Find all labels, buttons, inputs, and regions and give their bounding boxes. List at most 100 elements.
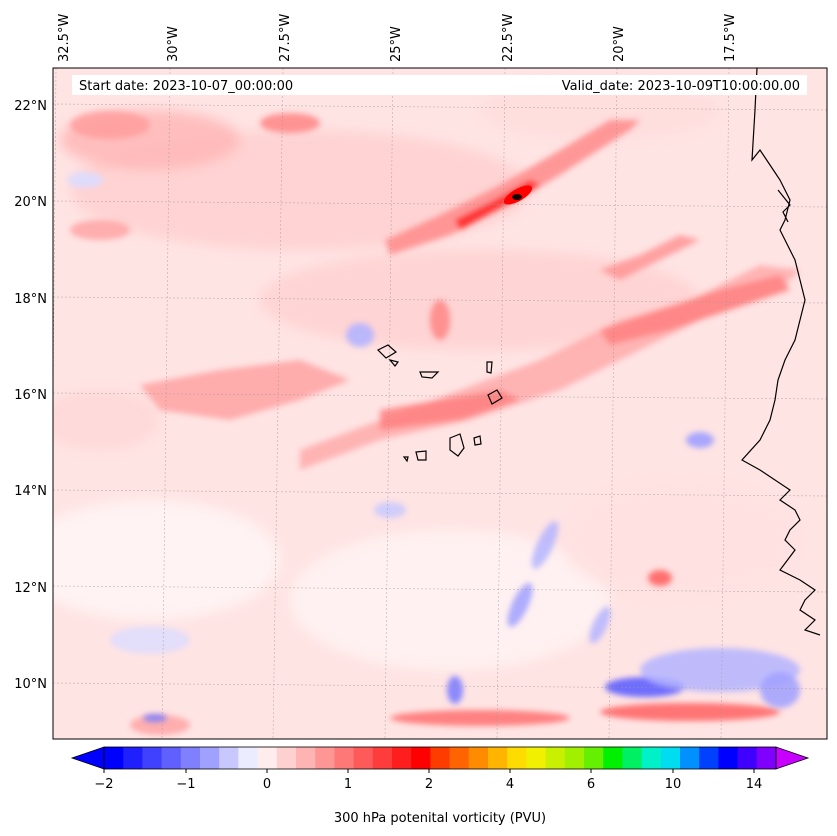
colorbar-cell — [142, 747, 163, 769]
colorbar-tick-label: 6 — [587, 777, 595, 792]
colorbar-cell — [430, 747, 451, 769]
colorbar-cell — [123, 747, 143, 769]
colorbar-label: 300 hPa potenital vorticity (PVU) — [334, 811, 546, 826]
colorbar-cell — [584, 747, 604, 769]
pv-negative-patch — [346, 323, 374, 347]
colorbar-cell — [680, 747, 700, 769]
colorbar-tick-label: 4 — [506, 777, 514, 792]
pv-negative-patch — [640, 648, 800, 692]
colorbar-cell — [641, 747, 662, 769]
colorbar-tick-label: 14 — [746, 777, 763, 792]
colorbar-cell — [219, 747, 239, 769]
colorbar-cell — [257, 747, 278, 769]
pv-blob — [560, 480, 800, 600]
pv-bands — [70, 111, 800, 735]
island — [419, 371, 440, 379]
island — [449, 433, 465, 457]
map-frame — [52, 67, 828, 740]
africa-coastline — [741, 68, 821, 636]
pv-band — [390, 710, 570, 726]
colorbar-cells — [104, 747, 777, 769]
colorbar-cell — [756, 747, 777, 769]
lat-label: 20°N — [14, 195, 47, 210]
colorbar-tick-label: 0 — [263, 777, 271, 792]
pv-negative-patch — [374, 502, 406, 518]
colorbar-cell — [449, 747, 470, 769]
colorbar-cell — [411, 747, 431, 769]
island — [388, 358, 400, 367]
lat-label: 18°N — [14, 292, 47, 307]
pv-negative-patch — [143, 714, 167, 722]
colorbar-cell — [699, 747, 719, 769]
cape-verde-islands — [376, 344, 503, 463]
colorbar-cell — [545, 747, 566, 769]
colorbar-cell — [507, 747, 527, 769]
pv-band — [430, 300, 450, 340]
colorbar-cell — [161, 747, 182, 769]
island — [376, 344, 398, 359]
pv-band — [600, 275, 790, 345]
colorbar-cell — [660, 747, 681, 769]
colorbar-cell — [200, 747, 220, 769]
colorbar-cell — [296, 747, 316, 769]
pv-maximum — [503, 185, 533, 205]
africa-coastline-detail — [777, 189, 791, 223]
colorbar-cell — [603, 747, 623, 769]
colorbar-cell — [276, 747, 297, 769]
island — [473, 435, 482, 446]
colorbar-cell — [334, 747, 355, 769]
colorbar-min-arrow — [70, 746, 105, 770]
pv-blob — [53, 390, 160, 450]
island — [486, 361, 493, 374]
lon-label: 22.5°W — [501, 14, 516, 62]
gridline — [53, 296, 827, 304]
colorbar-cell — [718, 747, 739, 769]
lon-label: 25°W — [389, 26, 404, 62]
colorbar-frame — [103, 746, 777, 770]
pv-negative-patch — [507, 582, 533, 628]
gridline — [53, 392, 827, 400]
colorbar-tick-label: 1 — [344, 777, 352, 792]
colorbar-cell — [622, 747, 643, 769]
pv-negative-patch — [686, 432, 714, 448]
lat-label: 22°N — [14, 99, 47, 114]
pv-band — [140, 360, 350, 420]
pv-band — [600, 235, 700, 280]
date-box — [72, 75, 807, 95]
colorbar-ticks: −2 −1 0 1 2 4 6 10 14 — [94, 769, 762, 792]
pv-band — [648, 570, 672, 586]
colorbar-cell — [392, 747, 412, 769]
lat-label: 12°N — [14, 581, 47, 596]
lat-label: 16°N — [14, 388, 47, 403]
lon-label: 30°W — [166, 26, 181, 62]
start-date-label: Start date: 2023-10-07_00:00:00 — [79, 79, 293, 94]
colorbar-cell — [353, 747, 374, 769]
pv-negative-patch — [447, 676, 463, 704]
colorbar-tick-label: −1 — [176, 777, 195, 792]
pv-band — [600, 703, 780, 721]
colorbar-cell — [315, 747, 335, 769]
valid-date-label: Valid_date: 2023-10-09T10:00:00.00 — [562, 79, 800, 94]
gridlines — [53, 68, 827, 739]
lat-label: 10°N — [14, 677, 47, 692]
colorbar: −2 −1 0 1 2 4 6 10 14 300 hPa potenital … — [70, 746, 810, 826]
map-panel — [53, 68, 827, 739]
gridline — [53, 489, 827, 497]
pv-band — [70, 111, 150, 139]
island — [487, 389, 503, 405]
pv-negative-patch — [760, 672, 800, 708]
colorbar-cell — [468, 747, 489, 769]
pv-band — [385, 120, 640, 255]
colorbar-tick-label: 2 — [425, 777, 433, 792]
coastlines — [741, 68, 821, 636]
pv-blob — [290, 530, 610, 670]
gridline — [53, 103, 827, 111]
colorbar-cell — [488, 747, 508, 769]
island — [402, 456, 409, 463]
colorbar-cell — [180, 747, 201, 769]
lon-label: 27.5°W — [278, 14, 293, 62]
pv-core — [512, 194, 522, 200]
longitude-labels: 32.5°W 30°W 27.5°W 25°W 22.5°W 20°W 17.5… — [57, 14, 738, 62]
pv-negative-patch — [589, 606, 611, 644]
